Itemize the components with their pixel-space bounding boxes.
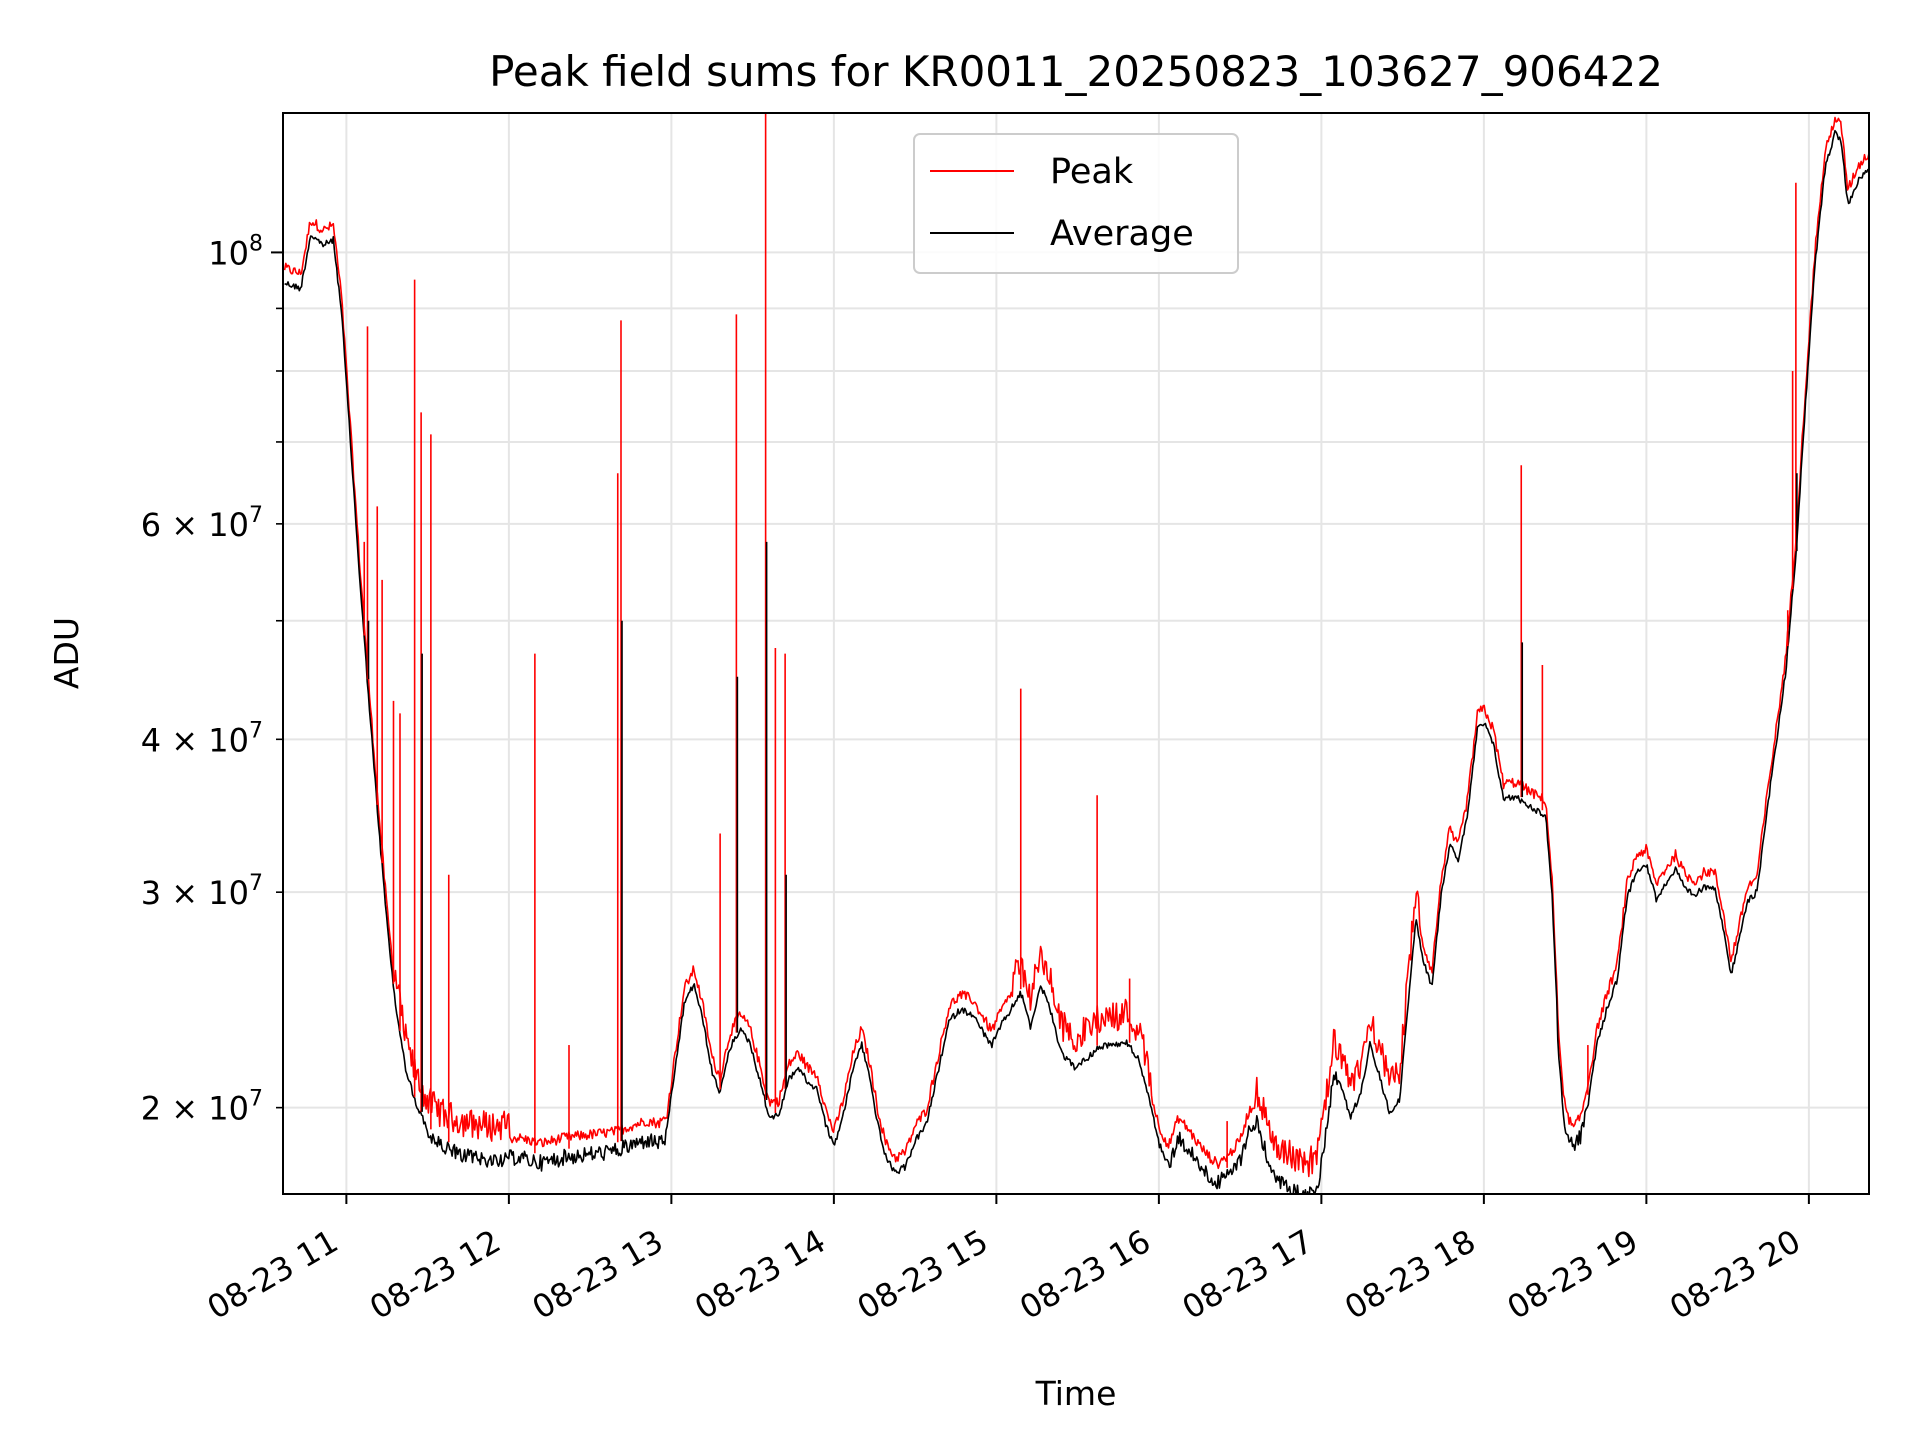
chart-title: Peak field sums for KR0011_20250823_1036… [489, 47, 1663, 96]
x-axis-label: Time [1035, 1374, 1117, 1413]
series-peak-line [283, 116, 1869, 1178]
y-tick-label: 2 × 107 [141, 1087, 263, 1128]
y-axis-label: ADU [47, 617, 86, 689]
y-tick-label: 108 [208, 231, 263, 272]
series-average-line [284, 129, 1869, 1194]
legend-box [913, 133, 1239, 274]
legend-average-label: Average [1050, 214, 1194, 254]
y-axis: 108 2 × 107 3 × 107 4 × 107 6 × 107 [141, 231, 283, 1128]
y-tick-label: 6 × 107 [141, 503, 263, 544]
y-tick-label: 4 × 107 [141, 718, 263, 759]
series-layer [283, 113, 1869, 1194]
legend-peak-label: Peak [1050, 152, 1134, 192]
legend: Peak Average [913, 133, 1239, 274]
y-tick-label: 3 × 107 [141, 871, 263, 912]
plot-area [283, 113, 1869, 1194]
plot-frame [282, 112, 1870, 1195]
